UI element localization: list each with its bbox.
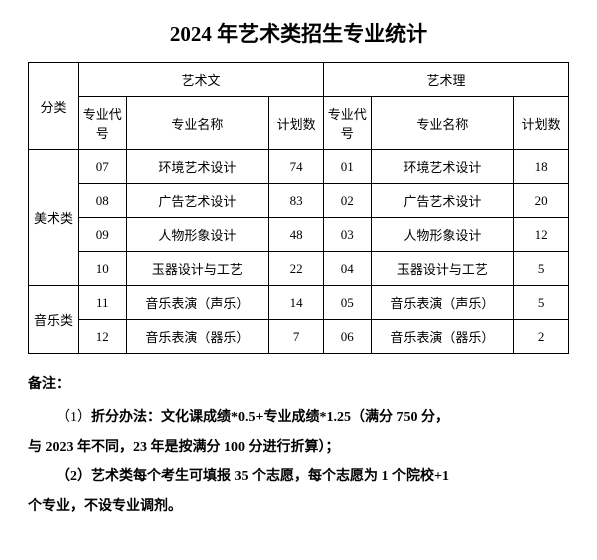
- table-row: 音乐类 11 音乐表演（声乐） 14 05 音乐表演（声乐） 5: [29, 286, 569, 320]
- cell-plan: 2: [514, 320, 569, 354]
- cell-plan: 14: [269, 286, 324, 320]
- admissions-table: 分类 艺术文 艺术理 专业代号 专业名称 计划数 专业代号 专业名称 计划数 美…: [28, 62, 569, 354]
- table-row: 10 玉器设计与工艺 22 04 玉器设计与工艺 5: [29, 252, 569, 286]
- cell-name: 玉器设计与工艺: [126, 252, 269, 286]
- category-music: 音乐类: [29, 286, 79, 354]
- table-header-row2: 专业代号 专业名称 计划数 专业代号 专业名称 计划数: [29, 97, 569, 150]
- cell-plan: 22: [269, 252, 324, 286]
- cell-name: 人物形象设计: [371, 218, 514, 252]
- cell-name: 环境艺术设计: [371, 150, 514, 184]
- cell-name: 玉器设计与工艺: [371, 252, 514, 286]
- cell-code: 01: [323, 150, 371, 184]
- cell-plan: 83: [269, 184, 324, 218]
- cell-code: 06: [323, 320, 371, 354]
- cell-name: 音乐表演（器乐）: [371, 320, 514, 354]
- notes-label: 备注：: [28, 370, 569, 399]
- cell-code: 12: [78, 320, 126, 354]
- cell-plan: 48: [269, 218, 324, 252]
- table-row: 08 广告艺术设计 83 02 广告艺术设计 20: [29, 184, 569, 218]
- cell-plan: 12: [514, 218, 569, 252]
- cell-code: 09: [78, 218, 126, 252]
- header-arts-li: 艺术理: [323, 63, 568, 97]
- note-2-line2: 个专业，不设专业调剂。: [28, 492, 569, 521]
- cell-name: 环境艺术设计: [126, 150, 269, 184]
- cell-name: 广告艺术设计: [371, 184, 514, 218]
- page-title: 2024 年艺术类招生专业统计: [28, 18, 569, 48]
- header-code-wen: 专业代号: [78, 97, 126, 150]
- header-arts-wen: 艺术文: [78, 63, 323, 97]
- cell-name: 音乐表演（声乐）: [126, 286, 269, 320]
- cell-code: 08: [78, 184, 126, 218]
- cell-plan: 5: [514, 286, 569, 320]
- note-2-line1: （2）艺术类每个考生可填报 35 个志愿，每个志愿为 1 个院校+1: [28, 462, 569, 491]
- table-row: 美术类 07 环境艺术设计 74 01 环境艺术设计 18: [29, 150, 569, 184]
- cell-plan: 5: [514, 252, 569, 286]
- cell-code: 02: [323, 184, 371, 218]
- notes-section: 备注： （1）折分办法：文化课成绩*0.5+专业成绩*1.25（满分 750 分…: [28, 370, 569, 521]
- table-header-row1: 分类 艺术文 艺术理: [29, 63, 569, 97]
- cell-code: 05: [323, 286, 371, 320]
- cell-plan: 74: [269, 150, 324, 184]
- note-1-line1: （1）折分办法：文化课成绩*0.5+专业成绩*1.25（满分 750 分，: [28, 403, 569, 432]
- table-row: 12 音乐表演（器乐） 7 06 音乐表演（器乐） 2: [29, 320, 569, 354]
- table-row: 09 人物形象设计 48 03 人物形象设计 12: [29, 218, 569, 252]
- note-1-line2: 与 2023 年不同，23 年是按满分 100 分进行折算）；: [28, 433, 569, 462]
- cell-name: 音乐表演（声乐）: [371, 286, 514, 320]
- cell-plan: 7: [269, 320, 324, 354]
- cell-code: 11: [78, 286, 126, 320]
- cell-code: 03: [323, 218, 371, 252]
- cell-code: 07: [78, 150, 126, 184]
- header-category: 分类: [29, 63, 79, 150]
- cell-name: 音乐表演（器乐）: [126, 320, 269, 354]
- category-art: 美术类: [29, 150, 79, 286]
- header-name-li: 专业名称: [371, 97, 514, 150]
- header-plan-wen: 计划数: [269, 97, 324, 150]
- cell-plan: 18: [514, 150, 569, 184]
- cell-plan: 20: [514, 184, 569, 218]
- cell-name: 广告艺术设计: [126, 184, 269, 218]
- header-code-li: 专业代号: [323, 97, 371, 150]
- header-name-wen: 专业名称: [126, 97, 269, 150]
- cell-code: 10: [78, 252, 126, 286]
- header-plan-li: 计划数: [514, 97, 569, 150]
- cell-code: 04: [323, 252, 371, 286]
- cell-name: 人物形象设计: [126, 218, 269, 252]
